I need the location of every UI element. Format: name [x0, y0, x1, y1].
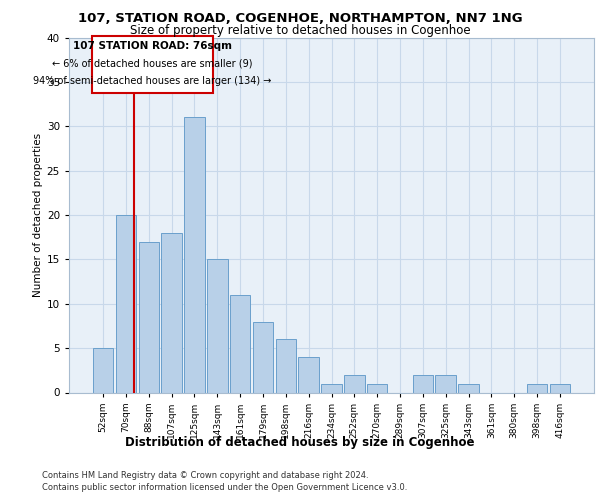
Text: Distribution of detached houses by size in Cogenhoe: Distribution of detached houses by size … — [125, 436, 475, 449]
Bar — [161, 233, 182, 392]
Bar — [253, 322, 273, 392]
Bar — [527, 384, 547, 392]
Bar — [230, 295, 250, 392]
Text: ← 6% of detached houses are smaller (9): ← 6% of detached houses are smaller (9) — [52, 59, 253, 69]
Bar — [275, 339, 296, 392]
Bar — [413, 375, 433, 392]
Bar — [184, 118, 205, 392]
Bar — [298, 357, 319, 392]
Text: 107 STATION ROAD: 76sqm: 107 STATION ROAD: 76sqm — [73, 41, 232, 51]
Bar — [550, 384, 570, 392]
Bar — [93, 348, 113, 393]
Bar — [458, 384, 479, 392]
Text: Contains public sector information licensed under the Open Government Licence v3: Contains public sector information licen… — [42, 482, 407, 492]
Bar — [344, 375, 365, 392]
Bar — [436, 375, 456, 392]
Text: 94% of semi-detached houses are larger (134) →: 94% of semi-detached houses are larger (… — [33, 76, 271, 86]
Text: Size of property relative to detached houses in Cogenhoe: Size of property relative to detached ho… — [130, 24, 470, 37]
Bar — [321, 384, 342, 392]
Bar — [367, 384, 388, 392]
FancyBboxPatch shape — [92, 36, 213, 92]
Y-axis label: Number of detached properties: Number of detached properties — [32, 133, 43, 297]
Bar — [116, 215, 136, 392]
Bar — [139, 242, 159, 392]
Text: Contains HM Land Registry data © Crown copyright and database right 2024.: Contains HM Land Registry data © Crown c… — [42, 472, 368, 480]
Text: 107, STATION ROAD, COGENHOE, NORTHAMPTON, NN7 1NG: 107, STATION ROAD, COGENHOE, NORTHAMPTON… — [77, 12, 523, 26]
Bar — [207, 260, 227, 392]
